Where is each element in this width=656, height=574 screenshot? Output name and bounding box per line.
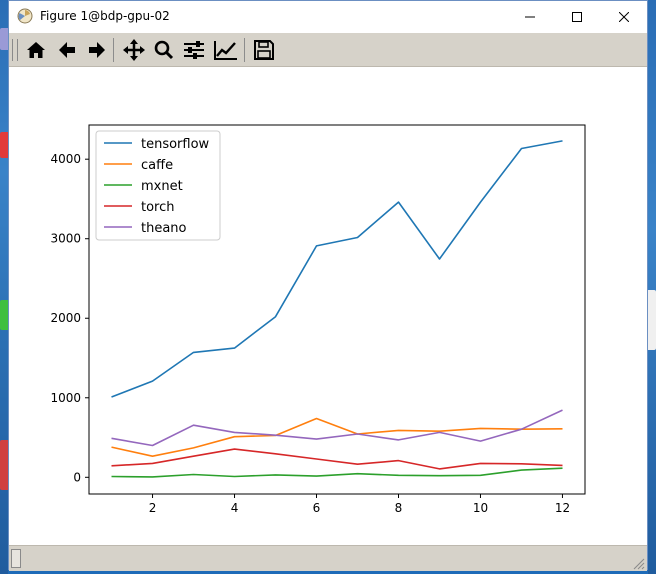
window-title: Figure 1@bdp-gpu-02 <box>40 9 170 23</box>
status-bar <box>9 545 647 571</box>
resize-grip[interactable] <box>631 555 645 570</box>
desktop-background-right <box>648 0 656 574</box>
plot-frame <box>88 124 586 495</box>
app-icon <box>17 8 33 24</box>
home-icon[interactable] <box>23 37 49 63</box>
navigation-toolbar <box>9 33 647 67</box>
legend-label-tensorflow: tensorflow <box>141 137 210 152</box>
line-chart: 2 4 6 8 10 12 0 1000 2000 3000 4000 tensorflow caffe… <box>50 124 586 515</box>
zoom-icon[interactable] <box>151 37 177 63</box>
status-message <box>11 549 21 568</box>
series-line-caffe <box>111 417 563 458</box>
forward-icon[interactable] <box>84 37 110 63</box>
toolbar-separator <box>113 38 114 62</box>
desktop-icon[interactable] <box>0 300 10 330</box>
figure-canvas[interactable]: 2 4 6 8 10 12 0 1000 2000 3000 4000 tensorflow caffe… <box>9 67 647 545</box>
series-line-tensorflow <box>111 140 563 398</box>
y-tick-label: 1000 <box>50 391 81 405</box>
series-line-theano <box>111 409 563 447</box>
customize-icon[interactable] <box>213 37 239 63</box>
x-tick-label: 10 <box>473 501 488 515</box>
subplots-icon[interactable] <box>181 37 207 63</box>
back-icon[interactable] <box>54 37 80 63</box>
x-tick-label: 8 <box>395 501 403 515</box>
series-line-torch <box>111 448 563 470</box>
x-tick-label: 6 <box>313 501 321 515</box>
toolbar-grip[interactable] <box>12 39 18 61</box>
y-tick-label: 2000 <box>50 311 81 325</box>
title-bar[interactable]: Figure 1@bdp-gpu-02 <box>9 1 647 33</box>
x-tick-label: 2 <box>149 501 157 515</box>
minimize-button[interactable] <box>507 1 553 33</box>
legend-label-caffe: caffe <box>141 158 173 173</box>
legend-label-theano: theano <box>141 221 187 236</box>
maximize-button[interactable] <box>554 1 600 33</box>
x-tick-label: 4 <box>231 501 239 515</box>
close-button[interactable] <box>601 1 647 33</box>
desktop-icon[interactable] <box>0 132 10 158</box>
desktop-background-left <box>0 0 8 574</box>
y-tick-label: 3000 <box>50 232 81 246</box>
pan-icon[interactable] <box>121 37 147 63</box>
x-tick-label: 12 <box>555 501 570 515</box>
legend-label-torch: torch <box>141 200 175 215</box>
desktop-icon[interactable] <box>0 440 10 490</box>
figure-window: Figure 1@bdp-gpu-02 <box>8 0 648 571</box>
legend-box <box>95 130 221 241</box>
desktop-icon[interactable] <box>646 290 656 350</box>
legend-label-mxnet: mxnet <box>141 179 183 194</box>
save-icon[interactable] <box>251 37 277 63</box>
series-line-mxnet <box>111 467 563 478</box>
y-tick-label: 0 <box>73 470 81 484</box>
toolbar-separator <box>244 38 245 62</box>
desktop-icon[interactable] <box>0 28 10 50</box>
y-tick-label: 4000 <box>50 152 81 166</box>
